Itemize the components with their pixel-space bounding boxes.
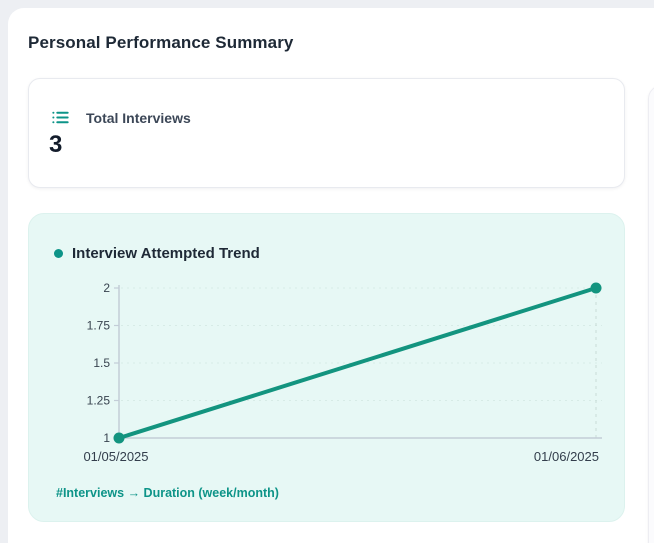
list-icon <box>51 108 70 127</box>
partial-card-right <box>648 85 654 543</box>
stat-card-value: 3 <box>49 131 63 158</box>
svg-text:1.25: 1.25 <box>87 394 111 408</box>
total-interviews-card: Total Interviews 3 <box>28 78 625 188</box>
svg-text:01/05/2025: 01/05/2025 <box>83 449 148 464</box>
page-title: Personal Performance Summary <box>28 33 294 52</box>
svg-text:1: 1 <box>103 431 110 445</box>
chart-title: Interview Attempted Trend <box>72 245 260 262</box>
stat-card-header: Total Interviews <box>51 108 191 127</box>
svg-text:1.75: 1.75 <box>87 319 111 333</box>
main-panel: Personal Performance Summary Total Inter… <box>8 8 654 543</box>
stat-card-label: Total Interviews <box>86 109 191 126</box>
chart-footer-caption: #Interviews → Duration (week/month) <box>56 486 279 500</box>
svg-text:01/06/2025: 01/06/2025 <box>534 449 599 464</box>
chart-title-row: Interview Attempted Trend <box>54 245 260 262</box>
trend-chart: 1 1.25 1.5 1.75 2 01/05/2025 01/06/2025 <box>83 281 602 464</box>
interview-trend-card: Interview Attempted Trend 1 1.25 1.5 1.75 2 0… <box>28 213 625 522</box>
bullet-dot-icon <box>54 249 63 258</box>
svg-text:1.5: 1.5 <box>93 356 110 370</box>
svg-text:2: 2 <box>103 281 110 295</box>
